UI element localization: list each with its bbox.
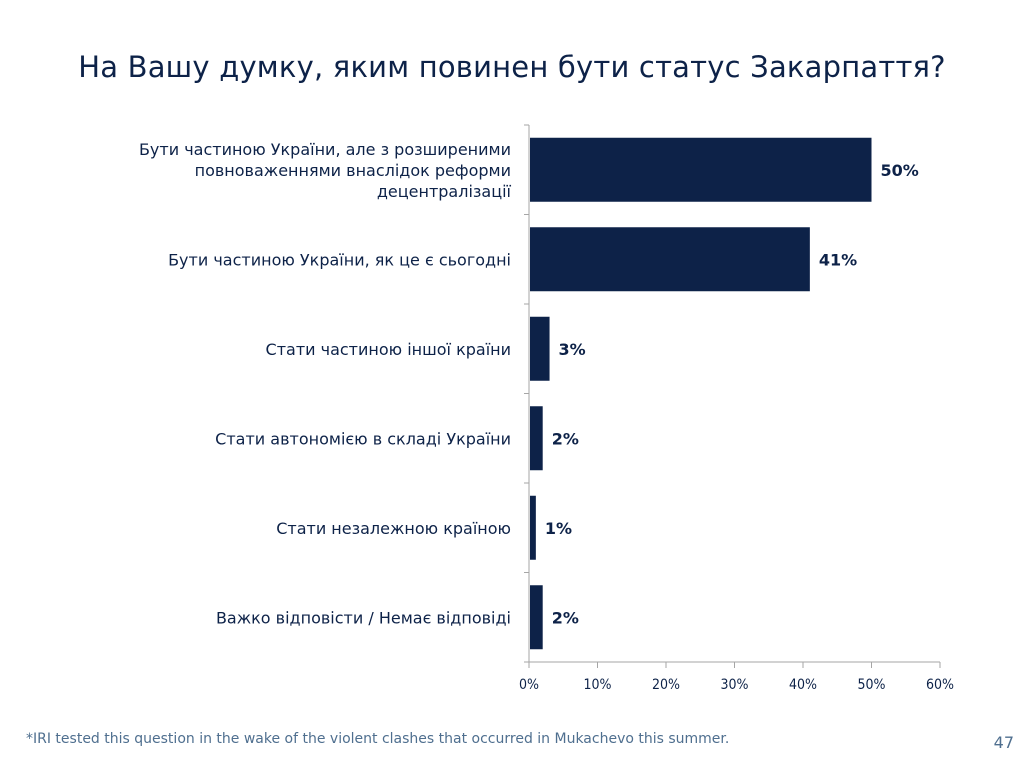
x-tick-label: 60% xyxy=(926,677,954,693)
category-label: Стати автономією в складі України xyxy=(215,429,511,448)
category-label: Бути частиною України, але з розширеними… xyxy=(139,140,512,201)
data-label: 50% xyxy=(881,161,919,180)
bar xyxy=(530,585,543,650)
category-label-line: повноваженнями внаслідок реформи xyxy=(195,161,511,180)
footnote: *IRI tested this question in the wake of… xyxy=(26,731,730,747)
x-tick-label: 0% xyxy=(519,677,539,693)
data-label: 41% xyxy=(819,250,857,269)
bar xyxy=(530,137,872,202)
category-label-line: Стати частиною іншої країни xyxy=(266,340,511,359)
x-tick-label: 30% xyxy=(721,677,749,693)
x-tick-label: 40% xyxy=(789,677,817,693)
category-label-line: Важко відповісти / Немає відповіді xyxy=(216,608,511,627)
bar xyxy=(530,495,536,560)
category-label: Важко відповісти / Немає відповіді xyxy=(216,608,511,627)
bar xyxy=(530,227,810,292)
category-label-line: децентралізації xyxy=(377,182,512,201)
category-label-line: Стати незалежною країною xyxy=(276,519,511,538)
x-tick-label: 20% xyxy=(652,677,680,693)
x-tick-label: 10% xyxy=(584,677,612,693)
category-label-line: Стати автономією в складі України xyxy=(215,429,511,448)
category-label: Стати частиною іншої країни xyxy=(266,340,511,359)
page-number: 47 xyxy=(993,733,1014,752)
data-label: 2% xyxy=(552,429,579,448)
bar xyxy=(530,406,543,471)
slide-title: На Вашу думку, яким повинен бути статус … xyxy=(78,50,946,84)
category-label: Стати незалежною країною xyxy=(276,519,511,538)
bar xyxy=(530,316,550,381)
category-label-line: Бути частиною України, але з розширеними xyxy=(139,140,511,159)
data-label: 2% xyxy=(552,608,579,627)
data-label: 3% xyxy=(559,340,586,359)
category-label: Бути частиною України, як це є сьогодні xyxy=(168,250,511,269)
data-label: 1% xyxy=(545,519,572,538)
x-tick-label: 50% xyxy=(858,677,886,693)
category-label-line: Бути частиною України, як це є сьогодні xyxy=(168,250,511,269)
